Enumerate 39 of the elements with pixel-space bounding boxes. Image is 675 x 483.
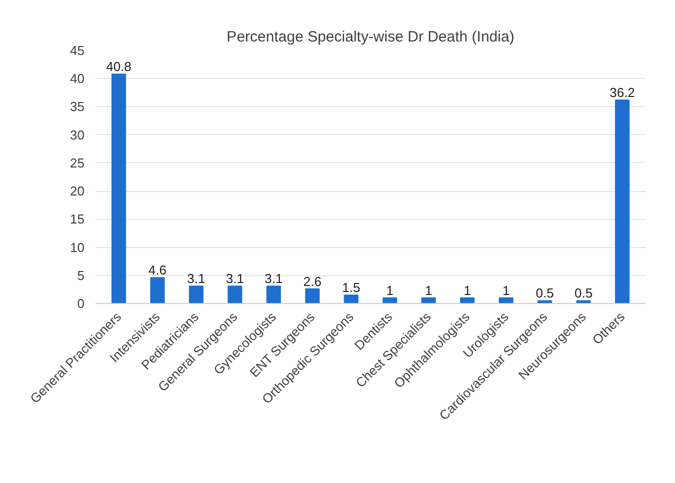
data-label: 0.5 bbox=[536, 286, 554, 301]
data-label: 4.6 bbox=[148, 262, 167, 278]
bar bbox=[188, 286, 204, 304]
bar bbox=[266, 286, 281, 304]
bar bbox=[421, 297, 436, 304]
y-tick-label: 0 bbox=[77, 296, 85, 311]
bar bbox=[228, 286, 242, 304]
data-label: 0.5 bbox=[574, 286, 593, 301]
bar bbox=[305, 288, 320, 304]
bar bbox=[614, 99, 630, 304]
y-tick-label: 20 bbox=[70, 184, 85, 199]
y-tick-label: 5 bbox=[77, 268, 85, 283]
bar bbox=[538, 300, 552, 304]
bar bbox=[344, 294, 358, 304]
y-tick-label: 15 bbox=[70, 212, 85, 227]
y-tick-label: 45 bbox=[70, 43, 85, 58]
bar bbox=[111, 74, 126, 304]
bar bbox=[382, 297, 398, 304]
bar bbox=[460, 297, 475, 304]
data-label: 40.8 bbox=[106, 59, 132, 74]
data-label: 3.1 bbox=[226, 271, 244, 286]
bar bbox=[576, 300, 591, 304]
y-tick-label: 25 bbox=[70, 155, 85, 170]
y-tick-label: 35 bbox=[70, 99, 85, 114]
data-label: 1 bbox=[424, 282, 432, 298]
bar bbox=[498, 297, 514, 304]
data-label: 1 bbox=[464, 282, 471, 298]
data-label: 36.2 bbox=[610, 84, 635, 100]
y-tick-label: 40 bbox=[70, 71, 85, 86]
bar bbox=[150, 277, 165, 304]
data-label: 3.1 bbox=[264, 271, 283, 286]
data-label: 1.5 bbox=[342, 280, 360, 296]
data-label: 1 bbox=[386, 282, 394, 298]
data-label: 3.1 bbox=[187, 271, 206, 286]
y-tick-label: 30 bbox=[70, 127, 85, 142]
data-label: 1 bbox=[502, 282, 510, 298]
y-tick-label: 10 bbox=[70, 240, 85, 255]
chart-title: Percentage Specialty-wise Dr Death (India) bbox=[226, 28, 514, 46]
data-label: 2.6 bbox=[303, 274, 322, 289]
